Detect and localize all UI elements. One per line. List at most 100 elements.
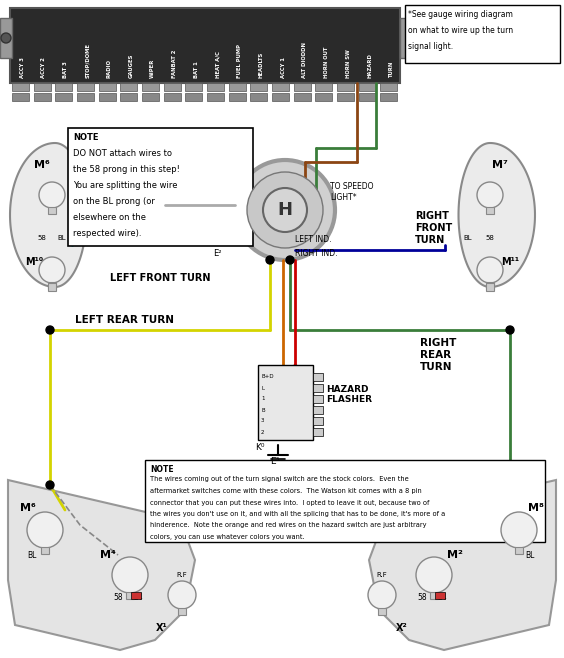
Bar — [55, 83, 72, 91]
Text: *See gauge wiring diagram: *See gauge wiring diagram — [408, 10, 513, 19]
Bar — [68, 128, 253, 246]
Bar — [337, 93, 354, 101]
Text: M⁸: M⁸ — [528, 503, 544, 513]
Bar — [142, 93, 159, 101]
Text: E²: E² — [213, 249, 221, 257]
Text: X¹: X¹ — [156, 623, 168, 633]
Bar — [12, 93, 29, 101]
Text: the 58 prong in this step!: the 58 prong in this step! — [73, 165, 180, 174]
Circle shape — [247, 172, 323, 248]
Text: WIPER: WIPER — [150, 59, 155, 78]
Bar — [405, 5, 560, 63]
Bar — [0, 18, 12, 58]
Bar — [486, 207, 494, 214]
Text: E³: E³ — [270, 457, 280, 467]
Bar — [380, 93, 397, 101]
Text: RIGHT IND.: RIGHT IND. — [295, 249, 337, 257]
Bar — [315, 93, 332, 101]
Text: L: L — [261, 386, 264, 390]
Circle shape — [501, 512, 537, 548]
Text: BAT 3: BAT 3 — [63, 61, 68, 78]
Polygon shape — [369, 480, 556, 650]
Text: colors, you can use whatever colors you want.: colors, you can use whatever colors you … — [150, 534, 305, 540]
Text: HORN SW: HORN SW — [346, 49, 351, 78]
Bar — [99, 93, 116, 101]
Text: M²: M² — [447, 550, 463, 560]
Text: respected wire).: respected wire). — [73, 229, 142, 238]
Text: BL: BL — [525, 551, 535, 559]
Text: R.F: R.F — [177, 572, 187, 578]
Circle shape — [286, 256, 294, 264]
Bar — [430, 592, 438, 599]
Text: on the BL prong (or: on the BL prong (or — [73, 197, 155, 206]
Text: LEFT FRONT TURN: LEFT FRONT TURN — [110, 273, 210, 283]
Bar — [34, 83, 51, 91]
Text: the wires you don't use on it, and with all the splicing that has to be done, it: the wires you don't use on it, and with … — [150, 511, 445, 517]
Circle shape — [46, 481, 54, 489]
Text: HEAT A/C: HEAT A/C — [215, 51, 221, 78]
Polygon shape — [459, 143, 535, 287]
Bar — [48, 283, 56, 291]
Bar — [313, 395, 323, 403]
Text: S4: S4 — [133, 594, 143, 603]
Bar — [120, 93, 137, 101]
Text: signal light.: signal light. — [408, 42, 453, 51]
Text: You are splitting the wire: You are splitting the wire — [73, 181, 178, 190]
Text: FUEL PUMP: FUEL PUMP — [237, 44, 242, 78]
Text: BL: BL — [464, 235, 472, 241]
Bar — [228, 83, 245, 91]
Text: RADIO: RADIO — [107, 59, 112, 78]
Text: FANBAT 2: FANBAT 2 — [172, 49, 177, 78]
Bar — [380, 83, 397, 91]
Text: ACCY 3: ACCY 3 — [20, 57, 24, 78]
Text: GAUGES: GAUGES — [129, 53, 133, 78]
Text: M⁶: M⁶ — [20, 503, 36, 513]
Bar — [294, 93, 311, 101]
Text: 58: 58 — [486, 235, 495, 241]
Text: M⁴: M⁴ — [100, 550, 116, 560]
Bar — [77, 83, 94, 91]
Text: H: H — [277, 201, 293, 219]
Text: HORN OUT: HORN OUT — [324, 47, 329, 78]
Circle shape — [477, 257, 503, 283]
Text: R.F: R.F — [377, 572, 387, 578]
Bar — [313, 384, 323, 392]
Bar — [145, 460, 545, 542]
Text: K⁰: K⁰ — [255, 443, 265, 453]
Text: BL: BL — [58, 235, 67, 241]
Text: aftermarket switches come with these colors.  The Watson kit comes with a 8 pin: aftermarket switches come with these col… — [150, 488, 422, 494]
Bar — [142, 83, 159, 91]
Bar — [272, 93, 289, 101]
Bar — [258, 365, 313, 440]
Circle shape — [263, 188, 307, 232]
Circle shape — [235, 160, 335, 260]
Bar — [48, 207, 56, 214]
Bar — [12, 83, 29, 91]
Polygon shape — [8, 480, 195, 650]
Text: connector that you can put these wires into.  I opted to leave it out, because t: connector that you can put these wires i… — [150, 499, 429, 505]
Circle shape — [477, 182, 503, 208]
Text: LEFT IND.: LEFT IND. — [295, 236, 332, 245]
Text: HEADLTS: HEADLTS — [259, 52, 264, 78]
Text: LEFT REAR TURN: LEFT REAR TURN — [75, 315, 174, 325]
Bar — [313, 373, 323, 381]
Text: on what to wire up the turn: on what to wire up the turn — [408, 26, 513, 35]
Bar — [186, 93, 202, 101]
Circle shape — [368, 581, 396, 609]
Circle shape — [1, 33, 11, 43]
Polygon shape — [10, 143, 86, 287]
Bar — [313, 428, 323, 436]
Bar — [164, 83, 180, 91]
Text: DO NOT attach wires to: DO NOT attach wires to — [73, 149, 172, 158]
Text: hinderence.  Note the orange and red wires on the hazard switch are just arbitra: hinderence. Note the orange and red wire… — [150, 522, 426, 528]
Bar — [178, 608, 186, 615]
Text: S4: S4 — [437, 594, 447, 603]
Circle shape — [27, 512, 63, 548]
Circle shape — [168, 581, 196, 609]
Bar — [315, 83, 332, 91]
Bar — [55, 93, 72, 101]
Text: ACCY 1: ACCY 1 — [281, 57, 286, 78]
Bar — [99, 83, 116, 91]
Bar — [126, 592, 134, 599]
Bar — [337, 83, 354, 91]
